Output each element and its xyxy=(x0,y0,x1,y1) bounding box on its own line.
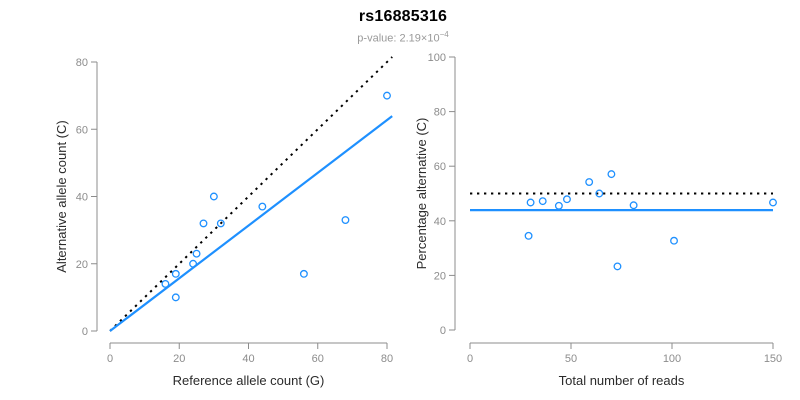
data-point xyxy=(554,201,563,210)
p-value-text: p-value: 2.19×10 xyxy=(357,32,440,45)
data-point xyxy=(613,262,622,271)
data-point xyxy=(199,219,208,228)
y-axis-title: Alternative allele count (C) xyxy=(54,120,69,272)
data-point xyxy=(607,170,616,179)
x-tick-label: 0 xyxy=(467,353,473,365)
x-tick-label: 60 xyxy=(312,353,324,365)
y-tick-label: 80 xyxy=(76,57,88,69)
y-axis-title: Percentage alternative (C) xyxy=(414,118,429,270)
data-point xyxy=(161,279,170,288)
x-tick-label: 40 xyxy=(242,353,254,365)
data-point xyxy=(670,236,678,245)
y-tick-label: 0 xyxy=(82,326,88,338)
data-point xyxy=(216,219,225,228)
data-point xyxy=(192,249,201,258)
y-tick-label: 0 xyxy=(440,325,446,337)
data-point xyxy=(209,192,218,201)
y-tick-label: 20 xyxy=(76,259,88,271)
x-tick-label: 50 xyxy=(565,353,577,365)
data-point xyxy=(171,269,180,278)
x-axis-title: Reference allele count (G) xyxy=(173,373,325,388)
fit-line xyxy=(109,115,393,332)
data-point xyxy=(563,195,571,204)
data-point xyxy=(189,259,198,268)
x-tick-label: 100 xyxy=(663,353,681,365)
identity-line xyxy=(109,56,393,332)
data-point xyxy=(595,189,604,198)
left-scatter-chart: 0 20 40 60 80 0 20 40 60 80 Reference allele count… xyxy=(54,56,393,388)
data-point xyxy=(769,198,777,207)
x-tick-label: 0 xyxy=(107,353,113,365)
x-tick-label: 150 xyxy=(764,353,782,365)
x-axis-title: Total number of reads xyxy=(559,373,685,388)
x-tick-label: 80 xyxy=(381,353,393,365)
data-point xyxy=(526,198,535,207)
data-point xyxy=(341,216,350,224)
y-tick-label: 20 xyxy=(434,270,446,282)
data-point xyxy=(538,197,547,206)
data-point xyxy=(383,91,391,100)
y-tick-label: 40 xyxy=(434,216,446,228)
data-point xyxy=(258,202,267,211)
x-tick-label: 20 xyxy=(173,353,185,365)
plot-header: rs16885316 p-value: 2.19×10−4 xyxy=(0,8,800,45)
y-tick-label: 40 xyxy=(76,192,88,204)
p-value-exponent: −4 xyxy=(439,30,449,39)
data-point xyxy=(629,201,638,210)
y-tick-label: 60 xyxy=(76,124,88,136)
y-tick-label: 60 xyxy=(434,161,446,173)
right-scatter-chart: 0 20 40 60 80 100 0 50 100 150 Total number of rea… xyxy=(414,52,782,388)
data-point xyxy=(585,178,594,186)
data-point xyxy=(171,293,180,302)
plot-title: rs16885316 xyxy=(358,8,448,25)
data-point xyxy=(299,269,308,278)
y-tick-label: 80 xyxy=(434,107,446,119)
y-tick-label: 100 xyxy=(428,52,446,64)
data-point xyxy=(524,231,533,240)
plot-subtitle: p-value: 2.19×10−4 xyxy=(0,30,800,45)
